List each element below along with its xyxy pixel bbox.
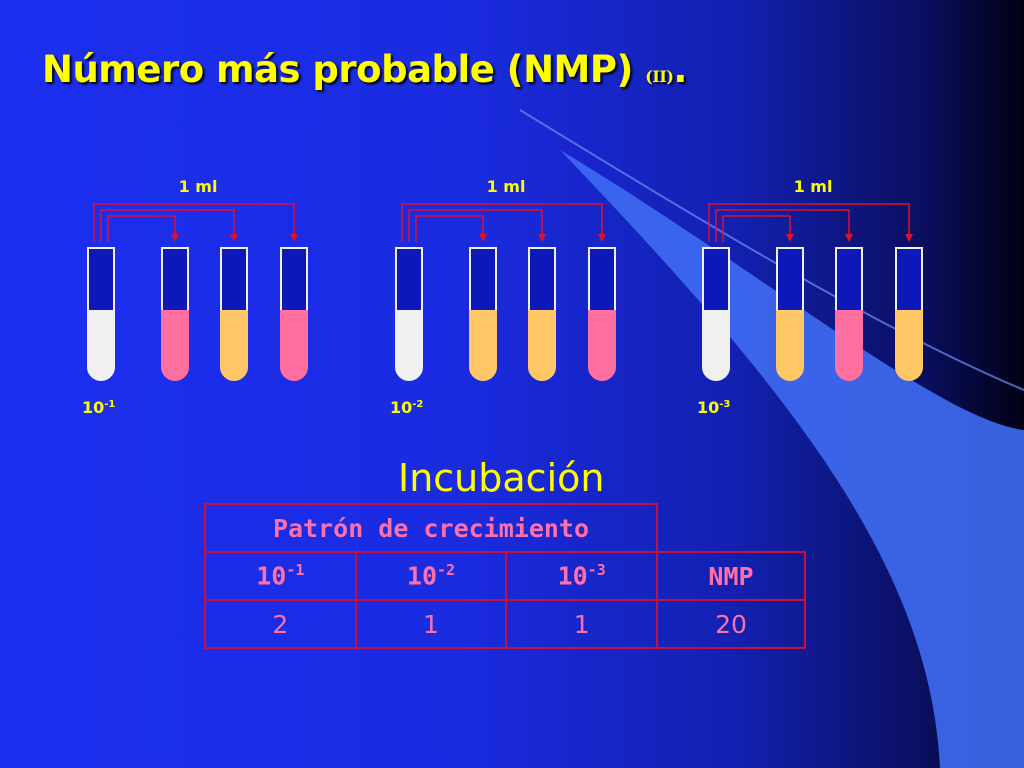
- table-header-row: 10-1 10-2 10-3 NMP: [204, 551, 806, 601]
- arrow-head: [845, 234, 853, 242]
- tube-liquid: [776, 310, 804, 381]
- transfer-arrow-line: [708, 203, 910, 242]
- arrow-head: [786, 234, 794, 242]
- test-tube: [895, 247, 923, 312]
- arrow-head: [171, 234, 179, 242]
- transfer-arrow-line: [93, 203, 295, 242]
- value-dilution-2: 1: [354, 599, 508, 649]
- title-main: Número más probable (NMP): [42, 48, 633, 91]
- arrow-head: [598, 234, 606, 242]
- test-tube: [469, 247, 497, 312]
- test-tube: [161, 247, 189, 312]
- transfer-arrow-line: [401, 203, 603, 242]
- header-nmp: NMP: [656, 551, 806, 601]
- incubation-label: Incubación: [398, 456, 605, 500]
- tube-liquid: [895, 310, 923, 381]
- tube-liquid: [469, 310, 497, 381]
- value-nmp: 20: [656, 599, 806, 649]
- growth-pattern-header: Patrón de crecimiento: [204, 503, 658, 553]
- transfer-arrow-line: [107, 215, 176, 242]
- test-tube: [280, 247, 308, 312]
- test-tube: [528, 247, 556, 312]
- arrow-head: [230, 234, 238, 242]
- tube-liquid: [835, 310, 863, 381]
- transfer-arrow-line: [722, 215, 791, 242]
- tube-liquid: [702, 310, 730, 381]
- value-dilution-3: 1: [505, 599, 658, 649]
- test-tube: [87, 247, 115, 312]
- header-dilution-3: 10-3: [505, 551, 658, 601]
- test-tube: [776, 247, 804, 312]
- test-tube: [220, 247, 248, 312]
- transfer-arrow-line: [100, 209, 235, 242]
- arrow-head: [538, 234, 546, 242]
- tube-liquid: [588, 310, 616, 381]
- table-empty-cell: [656, 504, 805, 553]
- transfer-volume-label: 1 ml: [794, 177, 833, 196]
- tube-liquid: [220, 310, 248, 381]
- table-row: 2 1 1 20: [204, 599, 806, 649]
- arrow-head: [905, 234, 913, 242]
- transfer-volume-label: 1 ml: [487, 177, 526, 196]
- table-group-header-row: Patrón de crecimiento: [204, 503, 805, 553]
- dilution-label: 10-3: [697, 398, 730, 417]
- dilution-label: 10-1: [82, 398, 115, 417]
- value-dilution-1: 2: [204, 599, 357, 649]
- transfer-arrow-line: [408, 209, 543, 242]
- title-suffix: (II): [645, 67, 674, 86]
- arrow-head: [290, 234, 298, 242]
- title-period: .: [673, 48, 687, 91]
- tube-liquid: [395, 310, 423, 381]
- dilution-diagram: 1 ml 10-1 1 ml 10-2 1 ml 10-3: [82, 177, 923, 417]
- arrow-head: [479, 234, 487, 242]
- background-swoosh: [560, 150, 1024, 768]
- test-tube: [588, 247, 616, 312]
- slide-title: Número más probable (NMP) (II).: [42, 48, 687, 91]
- test-tube: [395, 247, 423, 312]
- test-tube: [702, 247, 730, 312]
- tube-liquid: [161, 310, 189, 381]
- transfer-volume-label: 1 ml: [179, 177, 218, 196]
- test-tube: [835, 247, 863, 312]
- results-table: Patrón de crecimiento 10-1 10-2 10-3 NMP…: [204, 503, 806, 649]
- header-dilution-1: 10-1: [204, 551, 357, 601]
- tube-liquid: [87, 310, 115, 381]
- tube-liquid: [528, 310, 556, 381]
- dilution-label: 10-2: [390, 398, 423, 417]
- tube-liquid: [280, 310, 308, 381]
- transfer-arrow-line: [715, 209, 850, 242]
- header-dilution-2: 10-2: [354, 551, 508, 601]
- transfer-arrow-line: [415, 215, 484, 242]
